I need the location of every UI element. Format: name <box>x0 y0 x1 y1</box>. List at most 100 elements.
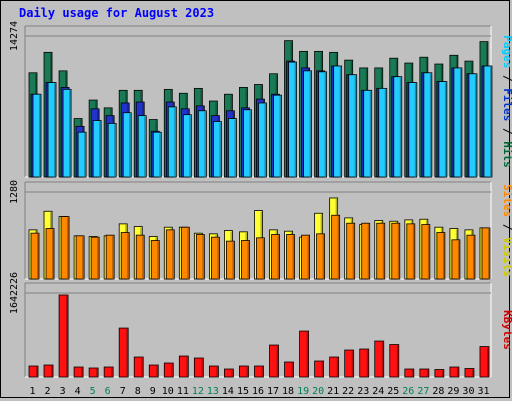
x-tick-label: 8 <box>135 386 141 397</box>
bar-kbytes-7 <box>118 327 129 378</box>
bar-kbytes-9 <box>148 364 159 378</box>
bar-shade <box>112 236 114 278</box>
bar-shade <box>171 364 173 376</box>
bar-kbytes-26 <box>404 368 415 378</box>
bar-sites-14 <box>226 240 235 280</box>
bar-pages-16 <box>258 102 267 178</box>
x-tick-label: 21 <box>327 386 339 397</box>
bar-pages-3 <box>62 88 72 178</box>
bar-pages-22 <box>348 74 358 178</box>
bar-shade <box>82 236 84 278</box>
x-tick-label: 24 <box>372 386 384 397</box>
x-tick-label: 3 <box>60 386 66 397</box>
bar-sites-27 <box>421 224 431 280</box>
bar-shade <box>294 63 297 177</box>
bar-shade <box>427 225 430 278</box>
bar-shade <box>381 342 384 376</box>
x-tick-label: 5 <box>90 386 96 397</box>
series-axis-label: KBytes <box>501 310 512 350</box>
bar-shade <box>249 110 251 176</box>
bar-shade <box>459 68 462 176</box>
bar-kbytes-22 <box>344 349 355 378</box>
bar-kbytes-31 <box>479 346 490 378</box>
bar-shade <box>126 329 128 376</box>
bar-shade <box>54 83 56 176</box>
bar-shade <box>141 358 143 376</box>
bar-shade <box>129 113 131 176</box>
x-tick-label: 19 <box>297 386 309 397</box>
x-tick-label: 25 <box>387 386 399 397</box>
bar-kbytes-1 <box>28 365 39 378</box>
bar-shade <box>172 230 174 278</box>
bar-shade <box>309 71 312 176</box>
x-tick-label: 28 <box>432 386 444 397</box>
bar-shade <box>127 233 129 278</box>
x-tick-label: 1 <box>30 386 36 397</box>
bar-sites-21 <box>331 214 341 280</box>
bar-sites-22 <box>346 222 356 280</box>
bar-kbytes-10 <box>163 362 174 378</box>
bar-shade <box>429 73 432 176</box>
bar-kbytes-14 <box>224 368 234 378</box>
bar-shade <box>84 133 86 176</box>
bar-sites-26 <box>406 223 416 280</box>
bar-shade <box>81 368 83 376</box>
x-tick-label: 20 <box>312 386 324 397</box>
bar-shade <box>441 370 444 376</box>
y-max-label: 1642226 <box>9 272 20 314</box>
bar-pages-30 <box>468 73 478 178</box>
bar-sites-16 <box>256 237 265 280</box>
bar-pages-2 <box>47 82 57 178</box>
bar-shade <box>411 370 414 376</box>
bar-kbytes-23 <box>359 348 370 378</box>
bar-shade <box>36 367 38 376</box>
bar-sites-17 <box>271 234 280 280</box>
bar-shade <box>187 228 189 278</box>
bar-shade <box>217 238 219 278</box>
series-axis-label-part: Pages <box>501 35 512 68</box>
bar-sites-1 <box>30 232 40 280</box>
bar-shade <box>202 235 204 278</box>
bar-shade <box>189 115 191 176</box>
bar-shade <box>354 75 357 176</box>
bar-sites-12 <box>195 234 205 280</box>
bar-shade <box>457 240 460 278</box>
chart-title: Daily usage for August 2023 <box>19 6 215 20</box>
bar-kbytes-17 <box>269 344 279 378</box>
bar-sites-8 <box>135 234 145 280</box>
bar-shade <box>219 122 221 176</box>
bar-shade <box>159 133 161 176</box>
bar-pages-20 <box>318 71 328 178</box>
bar-shade <box>39 95 41 176</box>
bar-shade <box>487 228 490 278</box>
bar-kbytes-18 <box>284 361 294 378</box>
bar-shade <box>322 234 325 278</box>
bar-shade <box>442 233 445 278</box>
bar-shade <box>216 367 218 376</box>
x-tick-label: 13 <box>207 386 219 397</box>
bar-sites-24 <box>376 222 386 280</box>
x-tick-label: 26 <box>402 386 414 397</box>
bar-sites-7 <box>120 232 130 280</box>
bar-sites-5 <box>90 236 100 280</box>
bar-shade <box>306 332 309 376</box>
bar-shade <box>486 347 489 376</box>
bar-shade <box>262 238 264 278</box>
bar-kbytes-4 <box>73 366 84 378</box>
bar-kbytes-11 <box>178 355 189 378</box>
x-tick-label: 6 <box>105 386 111 397</box>
bar-kbytes-8 <box>133 356 144 378</box>
x-tick-label: 12 <box>192 386 204 397</box>
bar-shade <box>96 369 98 376</box>
bar-pages-31 <box>483 65 493 178</box>
bar-shade <box>414 83 417 176</box>
bar-sites-11 <box>180 226 190 280</box>
series-axis-label-part: / <box>501 217 512 237</box>
bar-sites-18 <box>286 234 295 280</box>
x-tick-label: 7 <box>120 386 126 397</box>
bar-shade <box>474 74 477 176</box>
bar-shade <box>261 367 263 376</box>
bar-pages-4 <box>77 131 87 178</box>
bar-pages-7 <box>122 112 132 178</box>
bar-shade <box>264 103 266 176</box>
